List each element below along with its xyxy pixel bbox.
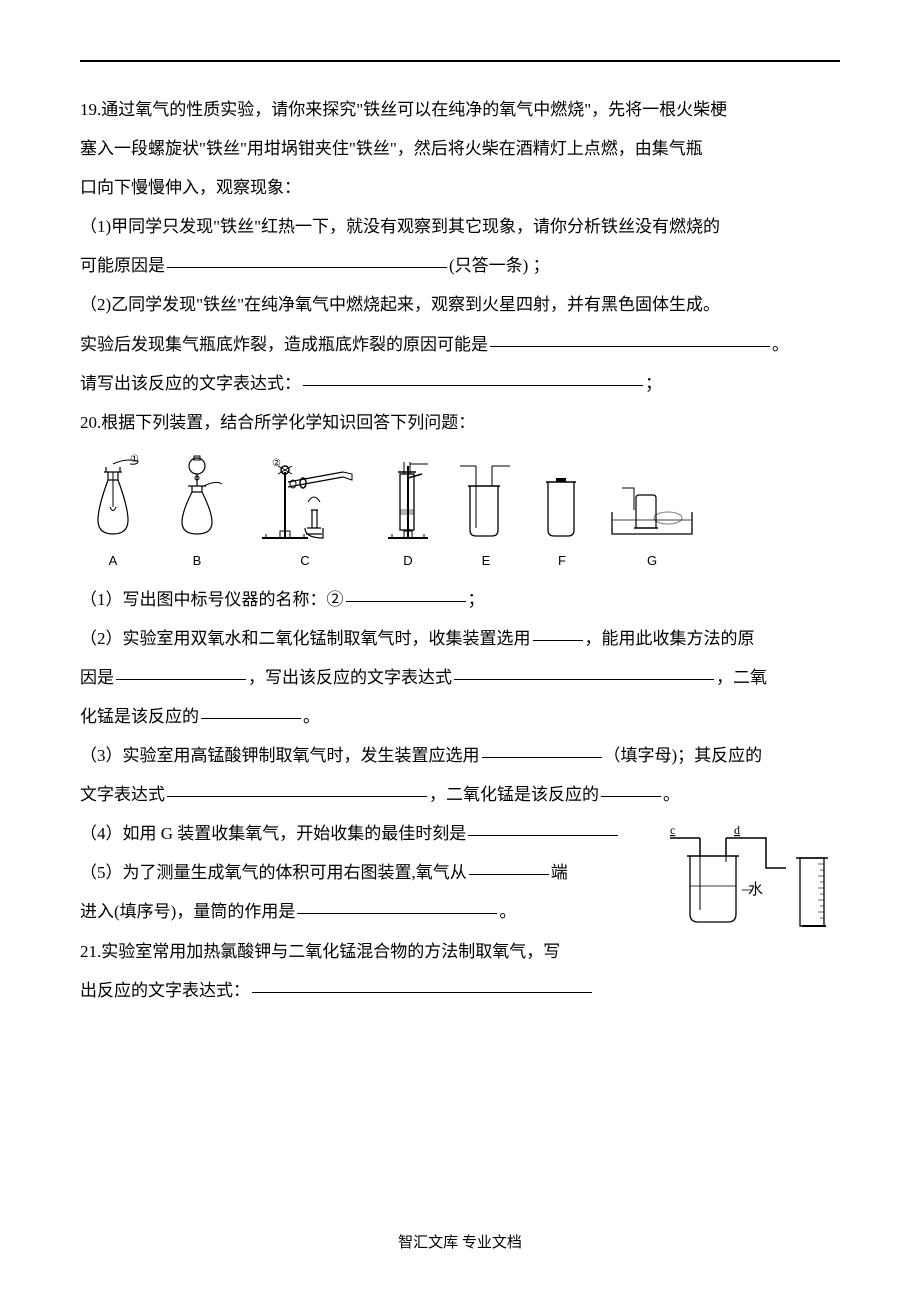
q19-p2-l3-post: ； bbox=[645, 374, 662, 393]
blank-fill bbox=[468, 835, 618, 836]
q20-p2-l3: 化锰是该反应的 。 bbox=[80, 697, 840, 736]
apparatus-c: ② C bbox=[248, 452, 362, 576]
q20-p2-l1-post: ，能用此收集方法的原 bbox=[585, 629, 755, 648]
blank-fill bbox=[167, 796, 427, 797]
svg-text:水: 水 bbox=[748, 881, 763, 898]
svg-text:①: ① bbox=[130, 454, 139, 465]
q20-p3-l1-b: （填字母)；其反应的 bbox=[604, 746, 763, 765]
blank-fill bbox=[533, 640, 583, 641]
page-content: 19.通过氧气的性质实验，请你来探究"铁丝可以在纯净的氧气中燃烧"，先将一根火柴… bbox=[80, 90, 840, 1010]
svg-text:d: d bbox=[734, 823, 740, 837]
svg-text:②: ② bbox=[272, 458, 281, 469]
q19-p1-l2-post: (只答一条) ； bbox=[449, 256, 550, 275]
blank-fill bbox=[482, 757, 602, 758]
q19-p1-l2: 可能原因是 (只答一条) ； bbox=[80, 246, 840, 285]
svg-text:c: c bbox=[670, 823, 675, 837]
apparatus-g-svg bbox=[606, 452, 698, 540]
q19-p2-l1: （2)乙同学发现"铁丝"在纯净氧气中燃烧起来，观察到火星四射，并有黑色固体生成。 bbox=[80, 285, 840, 324]
q19-p2-l2: 实验后发现集气瓶底炸裂，造成瓶底炸裂的原因可能是 。 bbox=[80, 325, 840, 364]
apparatus-f: F bbox=[536, 452, 588, 576]
q20-right-figure: c d 水 bbox=[660, 820, 840, 944]
blank-fill bbox=[252, 992, 592, 993]
label-c: C bbox=[300, 546, 309, 576]
blank-fill bbox=[116, 679, 246, 680]
q20-p1-pre: （1）写出图中标号仪器的名称：② bbox=[80, 590, 344, 609]
q20-p2-l2-b: ，写出该反应的文字表达式 bbox=[248, 668, 452, 687]
q20-p2-l2-c: ，二氧 bbox=[716, 668, 767, 687]
label-d: D bbox=[403, 546, 412, 576]
blank-fill bbox=[601, 796, 661, 797]
q20-p5-l2-b: 。 bbox=[499, 902, 516, 921]
blank-fill bbox=[297, 913, 497, 914]
header-rule bbox=[80, 60, 840, 62]
blank-fill bbox=[346, 601, 466, 602]
q19-p1-l2-pre: 可能原因是 bbox=[80, 256, 165, 275]
q19-p2-l3-pre: 请写出该反应的文字表达式： bbox=[80, 374, 301, 393]
q21-l2: 出反应的文字表达式： bbox=[80, 971, 840, 1010]
q19-intro-l3: 口向下慢慢伸入，观察现象： bbox=[80, 168, 840, 207]
q20-p4-a: （4）如用 G 装置收集氧气，开始收集的最佳时刻是 bbox=[80, 824, 466, 843]
q20-p5-l1-b: 端 bbox=[551, 863, 568, 882]
q20-p3-l1-a: （3）实验室用高锰酸钾制取氧气时，发生装置应选用 bbox=[80, 746, 480, 765]
q20-p2-l3-a: 化锰是该反应的 bbox=[80, 707, 199, 726]
apparatus-f-svg bbox=[536, 452, 588, 540]
apparatus-d-svg bbox=[380, 452, 436, 540]
q20-p1-post: ； bbox=[468, 590, 485, 609]
label-g: G bbox=[647, 546, 657, 576]
blank-fill bbox=[201, 718, 301, 719]
blank-fill bbox=[167, 267, 447, 268]
q19-intro-l2: 塞入一段螺旋状"铁丝"用坩埚钳夹住"铁丝"，然后将火柴在酒精灯上点燃，由集气瓶 bbox=[80, 129, 840, 168]
apparatus-b: B bbox=[164, 452, 230, 576]
page-footer: 智汇文库 专业文档 bbox=[0, 1226, 920, 1261]
q20-p3-l2-a: 文字表达式 bbox=[80, 785, 165, 804]
q19-p1-l1: （1)甲同学只发现"铁丝"红热一下，就没有观察到其它现象，请你分析铁丝没有燃烧的 bbox=[80, 207, 840, 246]
q20-p3-l2: 文字表达式 ，二氧化锰是该反应的 。 bbox=[80, 775, 840, 814]
blank-fill bbox=[490, 346, 770, 347]
q19-intro-l1: 19.通过氧气的性质实验，请你来探究"铁丝可以在纯净的氧气中燃烧"，先将一根火柴… bbox=[80, 90, 840, 129]
blank-fill bbox=[303, 385, 643, 386]
apparatus-e: E bbox=[454, 452, 518, 576]
q20-p5-l1-a: （5）为了测量生成氧气的体积可用右图装置,氧气从 bbox=[80, 863, 467, 882]
blank-fill bbox=[469, 874, 549, 875]
q20-p1: （1）写出图中标号仪器的名称：② ； bbox=[80, 580, 840, 619]
q20-p3-l1: （3）实验室用高锰酸钾制取氧气时，发生装置应选用 （填字母)；其反应的 bbox=[80, 736, 840, 775]
apparatus-e-svg bbox=[454, 452, 518, 540]
blank-fill bbox=[454, 679, 714, 680]
apparatus-a: ① A bbox=[80, 452, 146, 576]
apparatus-d: D bbox=[380, 452, 436, 576]
q20-p2-l1: （2）实验室用双氧水和二氧化锰制取氧气时，收集装置选用 ，能用此收集方法的原 bbox=[80, 619, 840, 658]
q21-l2-a: 出反应的文字表达式： bbox=[80, 981, 250, 1000]
label-e: E bbox=[482, 546, 491, 576]
apparatus-b-svg bbox=[164, 452, 230, 540]
q20-intro: 20.根据下列装置，结合所学化学知识回答下列问题： bbox=[80, 403, 840, 442]
q19-p2-l3: 请写出该反应的文字表达式： ； bbox=[80, 364, 840, 403]
q20-p2-l2-a: 因是 bbox=[80, 668, 114, 687]
apparatus-a-svg: ① bbox=[80, 452, 146, 540]
apparatus-diagram-row: ① A B bbox=[80, 452, 840, 576]
label-b: B bbox=[193, 546, 202, 576]
q20-p2-l1-pre: （2）实验室用双氧水和二氧化锰制取氧气时，收集装置选用 bbox=[80, 629, 531, 648]
q20-p5-l2-a: 进入(填序号)，量筒的作用是 bbox=[80, 902, 295, 921]
label-a: A bbox=[109, 546, 118, 576]
q19-p2-l2-pre: 实验后发现集气瓶底炸裂，造成瓶底炸裂的原因可能是 bbox=[80, 335, 488, 354]
apparatus-c-svg: ② bbox=[248, 452, 362, 540]
q20-p3-l2-b: ，二氧化锰是该反应的 bbox=[429, 785, 599, 804]
q20-p2-l3-b: 。 bbox=[303, 707, 320, 726]
label-f: F bbox=[558, 546, 566, 576]
q19-p2-l2-post: 。 bbox=[772, 335, 789, 354]
measuring-setup-svg: c d 水 bbox=[660, 820, 840, 930]
q20-p2-l2: 因是 ，写出该反应的文字表达式 ，二氧 bbox=[80, 658, 840, 697]
apparatus-g: G bbox=[606, 452, 698, 576]
q20-p3-l2-c: 。 bbox=[663, 785, 680, 804]
